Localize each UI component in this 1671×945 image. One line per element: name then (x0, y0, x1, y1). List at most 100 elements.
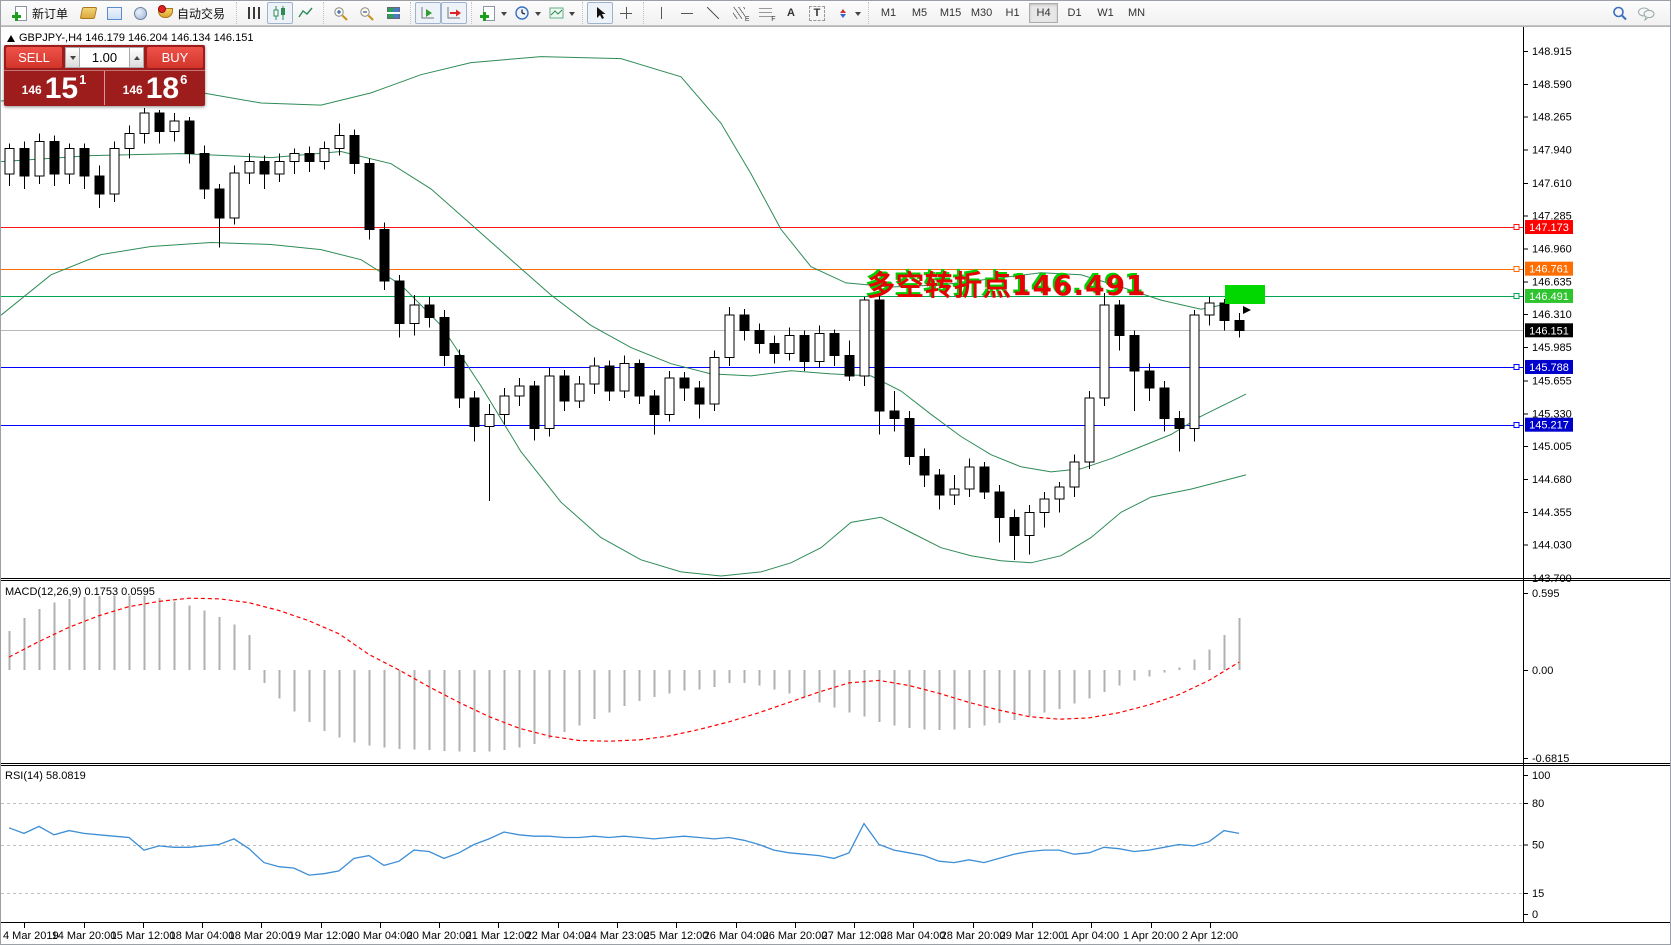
fibonacci-icon: F (756, 5, 776, 23)
timeframe-h4-button[interactable]: H4 (1029, 3, 1059, 23)
symbol-collapse-icon[interactable] (7, 34, 15, 42)
level-line-handle[interactable] (1513, 364, 1520, 370)
annotation-highlight-rectangle[interactable] (1225, 285, 1265, 304)
candle-bear (49, 140, 60, 175)
volume-input[interactable]: 1.00 (80, 47, 129, 68)
indicators-dropdown-icon[interactable] (501, 11, 508, 19)
time-tick-label: 14 Mar 20:00 (52, 930, 117, 942)
candle-bull (724, 314, 735, 359)
line-chart-button[interactable] (293, 2, 319, 24)
volume-increase-button[interactable] (129, 47, 144, 68)
rsi-pane-header: RSI(14) 58.0819 (5, 770, 86, 782)
timeframe-m15-button[interactable]: M15 (939, 7, 962, 19)
candle-bear (529, 385, 540, 429)
candlestick-chart-button[interactable] (267, 2, 294, 24)
search-button[interactable] (1607, 2, 1633, 24)
price-tick-label: 148.265 (1532, 112, 1572, 124)
signal-button[interactable] (127, 2, 153, 24)
level-line-handle[interactable] (1513, 266, 1520, 272)
candle-bear (154, 112, 165, 132)
candle-bear (304, 153, 315, 163)
chart-shift-button[interactable] (441, 2, 468, 24)
vertical-line-tool[interactable] (648, 2, 674, 24)
book-button[interactable] (75, 2, 101, 24)
chart-annotation-text[interactable]: 多空转折点146.491 (867, 269, 1147, 302)
text-tool[interactable]: A (778, 2, 804, 24)
current-bar-arrow-icon (1243, 306, 1251, 314)
timeframe-m1-button[interactable]: M1 (880, 7, 897, 19)
tile-windows-icon (384, 5, 403, 21)
buy-price[interactable]: 146 18 6 (122, 72, 188, 105)
macd-tick-label: 0.595 (1532, 588, 1560, 600)
price-badge[interactable] (1525, 288, 1573, 303)
periods-dropdown-icon[interactable] (535, 11, 542, 19)
sell-button[interactable]: SELL (6, 47, 62, 68)
price-badge[interactable] (1525, 417, 1573, 432)
rsi-tick-label: 0 (1532, 909, 1538, 921)
candle-bear (364, 163, 375, 230)
candle-bull (1099, 304, 1110, 399)
candle-bull (949, 488, 960, 496)
cursor-tool-button[interactable] (587, 2, 614, 24)
buy-button[interactable]: BUY (147, 47, 203, 68)
level-line-handle[interactable] (1513, 293, 1520, 299)
new-order-label: 新订单 (32, 6, 69, 21)
templates-button[interactable] (544, 2, 578, 24)
price-badge[interactable] (1525, 359, 1573, 374)
arrows-tool[interactable] (830, 2, 864, 24)
horizontal-line-tool[interactable] (674, 2, 700, 24)
indicators-button[interactable] (476, 2, 510, 24)
label-tool[interactable]: T (804, 2, 830, 24)
tile-windows-button[interactable] (380, 2, 406, 24)
crosshair-tool-button[interactable] (613, 2, 639, 24)
price-tick-label: 143.700 (1532, 573, 1572, 585)
chat-button[interactable] (1633, 2, 1659, 24)
periods-button[interactable] (510, 2, 544, 24)
indicators-icon (479, 5, 498, 21)
time-tick-label: 1 Apr 20:00 (1123, 930, 1179, 942)
level-line-handle[interactable] (1513, 422, 1520, 428)
time-tick-label: 4 Mar 2019 (3, 930, 59, 942)
arrows-dropdown-icon[interactable] (855, 11, 862, 19)
candle-bull (289, 153, 300, 163)
macd-signal-line (8, 597, 1240, 742)
one-click-trade-panel: SELL 1.00 BUY 146 15 1 146 18 6 (4, 45, 205, 106)
candle-bull (484, 413, 495, 427)
time-tick-label: 26 Mar 04:00 (704, 930, 769, 942)
trendline-tool[interactable] (700, 2, 726, 24)
timeframe-m30-button[interactable]: M30 (970, 7, 993, 19)
price-tick-label: 146.310 (1532, 309, 1572, 321)
bar-chart-button[interactable] (241, 2, 267, 24)
level-line-handle[interactable] (1513, 224, 1520, 230)
candle-bull (319, 148, 330, 163)
price-badge[interactable] (1525, 220, 1573, 235)
fibonacci-tool[interactable]: F (752, 2, 778, 24)
rsi-line (8, 822, 1240, 876)
new-order-icon (11, 5, 30, 21)
charts-window-button[interactable] (101, 2, 127, 24)
new-order-button[interactable]: 新订单 (8, 2, 75, 24)
price-badge[interactable] (1525, 261, 1573, 276)
zoom-in-button[interactable] (328, 2, 354, 24)
candle-bear (739, 314, 750, 331)
candle-bull (784, 334, 795, 355)
timeframe-d1-button[interactable]: D1 (1067, 7, 1082, 19)
auto-trading-button[interactable]: 自动交易 (153, 2, 232, 24)
price-tick-label: 147.940 (1532, 145, 1572, 157)
timeframe-mn-button[interactable]: MN (1127, 7, 1146, 19)
candle-bull (139, 112, 150, 134)
candle-bull (544, 375, 555, 429)
timeframe-h1-button[interactable]: H1 (1005, 7, 1020, 19)
auto-scroll-button[interactable] (415, 2, 442, 24)
channel-tool[interactable]: E (726, 2, 752, 24)
volume-decrease-button[interactable] (65, 47, 80, 68)
price-badge[interactable] (1525, 323, 1573, 338)
templates-dropdown-icon[interactable] (569, 11, 576, 19)
sell-price[interactable]: 146 15 1 (4, 71, 105, 105)
auto-trading-icon (156, 5, 175, 21)
zoom-out-icon (358, 5, 377, 21)
zoom-out-button[interactable] (354, 2, 380, 24)
timeframe-w1-button[interactable]: W1 (1097, 7, 1114, 19)
timeframe-m5-button[interactable]: M5 (911, 7, 928, 19)
